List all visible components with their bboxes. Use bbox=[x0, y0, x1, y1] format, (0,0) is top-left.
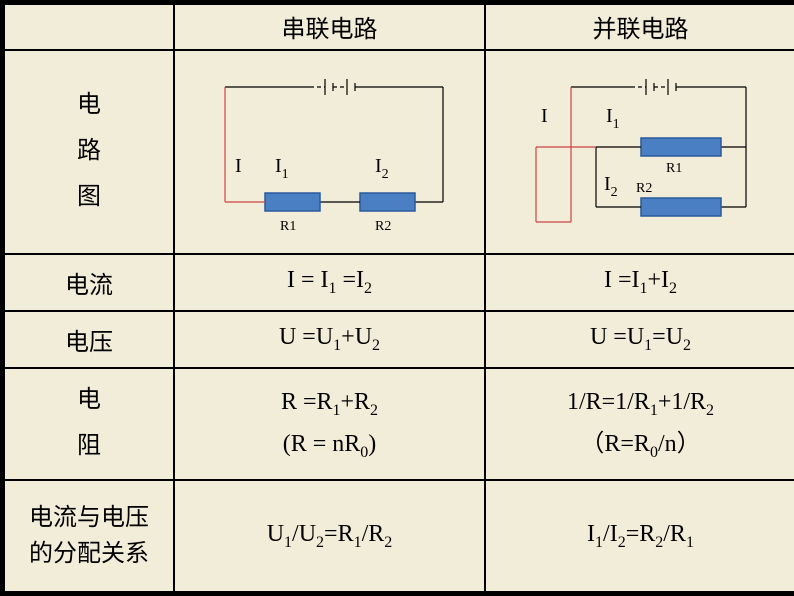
ratio-row: 电流与电压 的分配关系 U1/U2=R1/R2 I1/I2=R2/R1 bbox=[4, 480, 794, 592]
header-parallel: 并联电路 bbox=[485, 4, 794, 50]
parallel-circuit-diagram: I I1 I2 R1 R2 bbox=[485, 50, 794, 254]
header-row: 串联电路 并联电路 bbox=[4, 4, 794, 50]
current-series: I = I1 =I2 bbox=[174, 254, 485, 311]
label-char: 电 bbox=[9, 83, 169, 129]
svg-text:R1: R1 bbox=[280, 219, 296, 234]
resistance-label: 电 阻 bbox=[4, 368, 174, 480]
svg-text:I2: I2 bbox=[375, 155, 389, 182]
resistance-parallel: 1/R=1/R1+1/R2 （R=R0/n） bbox=[485, 368, 794, 480]
label-char: 阻 bbox=[9, 424, 169, 470]
svg-text:R2: R2 bbox=[375, 219, 391, 234]
voltage-series: U =U1+U2 bbox=[174, 311, 485, 368]
voltage-row: 电压 U =U1+U2 U =U1=U2 bbox=[4, 311, 794, 368]
ratio-series: U1/U2=R1/R2 bbox=[174, 480, 485, 592]
svg-text:I1: I1 bbox=[606, 105, 620, 132]
svg-text:R1: R1 bbox=[666, 161, 682, 176]
header-blank bbox=[4, 4, 174, 50]
svg-text:I: I bbox=[541, 105, 548, 127]
parallel-circuit-svg: I I1 I2 R1 R2 bbox=[496, 62, 786, 242]
diagram-label: 电 路 图 bbox=[4, 50, 174, 254]
resistance-series: R =R1+R2 (R = nR0) bbox=[174, 368, 485, 480]
header-series: 串联电路 bbox=[174, 4, 485, 50]
svg-text:I1: I1 bbox=[275, 155, 289, 182]
label-char: 电 bbox=[9, 378, 169, 424]
svg-text:I: I bbox=[235, 155, 242, 177]
current-label: 电流 bbox=[4, 254, 174, 311]
voltage-parallel: U =U1=U2 bbox=[485, 311, 794, 368]
label-char: 路 bbox=[9, 129, 169, 175]
resistance-row: 电 阻 R =R1+R2 (R = nR0) 1/R=1/R1+1/R2 （R=… bbox=[4, 368, 794, 480]
comparison-table: 串联电路 并联电路 电 路 图 bbox=[3, 3, 794, 593]
diagram-row: 电 路 图 bbox=[4, 50, 794, 254]
series-circuit-diagram: I I1 I2 R1 R2 bbox=[174, 50, 485, 254]
ratio-label: 电流与电压 的分配关系 bbox=[4, 480, 174, 592]
current-row: 电流 I = I1 =I2 I =I1+I2 bbox=[4, 254, 794, 311]
voltage-label: 电压 bbox=[4, 311, 174, 368]
series-circuit-svg: I I1 I2 R1 R2 bbox=[185, 62, 475, 242]
ratio-parallel: I1/I2=R2/R1 bbox=[485, 480, 794, 592]
label-char: 图 bbox=[9, 175, 169, 221]
page: 串联电路 并联电路 电 路 图 bbox=[0, 0, 794, 596]
current-parallel: I =I1+I2 bbox=[485, 254, 794, 311]
svg-text:R2: R2 bbox=[636, 181, 652, 196]
svg-text:I2: I2 bbox=[604, 173, 618, 200]
